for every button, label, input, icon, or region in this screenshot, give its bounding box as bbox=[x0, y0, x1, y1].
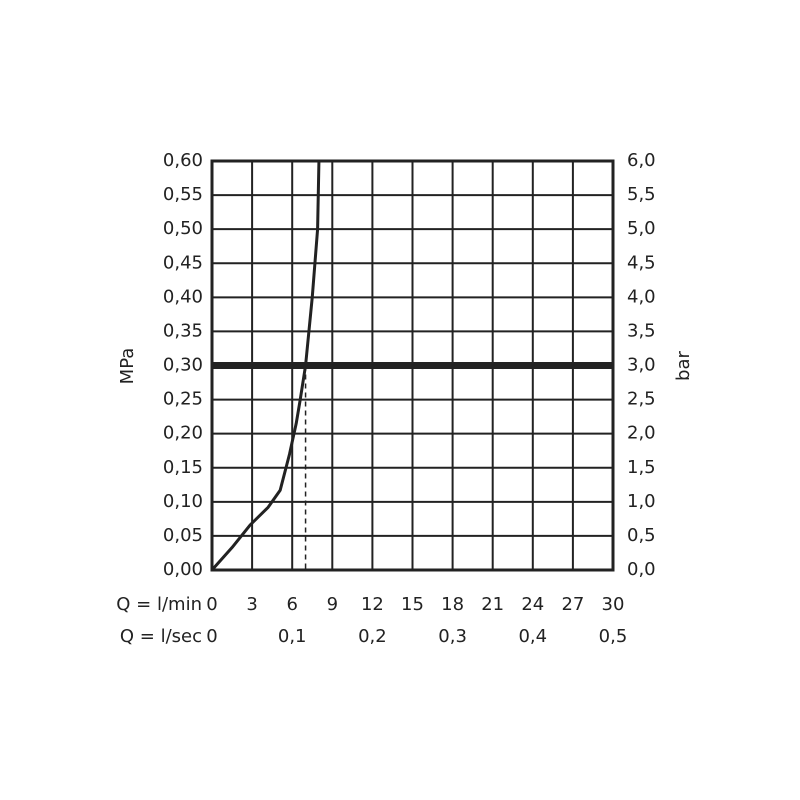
data-line bbox=[210, 160, 321, 571]
x-tick-label: 15 bbox=[401, 594, 424, 615]
y2-tick-label: 5,5 bbox=[627, 184, 656, 205]
y-tick-label: 0,60 bbox=[163, 150, 203, 171]
y2-tick-label: 1,0 bbox=[627, 491, 656, 512]
y-tick-label: 0,15 bbox=[163, 457, 203, 478]
y2-tick-label: 6,0 bbox=[627, 150, 656, 171]
x2-tick-label: 0 bbox=[206, 626, 217, 647]
x-axis-label: Q = l/min bbox=[116, 594, 202, 615]
x2-tick-label: 0,2 bbox=[358, 626, 387, 647]
x-tick-label: 3 bbox=[246, 594, 257, 615]
x-tick-label: 27 bbox=[561, 594, 584, 615]
y-tick-label: 0,30 bbox=[163, 355, 203, 376]
x-tick-label: 6 bbox=[286, 594, 297, 615]
x-tick-label: 12 bbox=[361, 594, 384, 615]
x-tick-label: 0 bbox=[206, 594, 217, 615]
x-tick-label: 21 bbox=[481, 594, 504, 615]
y-tick-label: 0,20 bbox=[163, 423, 203, 444]
y-tick-label: 0,45 bbox=[163, 252, 203, 273]
x-tick-label: 9 bbox=[327, 594, 338, 615]
x2-tick-label: 0,1 bbox=[278, 626, 307, 647]
x2-tick-label: 0,3 bbox=[438, 626, 467, 647]
x2-axis-label: Q = l/sec bbox=[120, 626, 202, 647]
y2-tick-label: 3,5 bbox=[627, 320, 656, 341]
y-tick-label: 0,00 bbox=[163, 559, 203, 580]
y2-tick-label: 4,5 bbox=[627, 252, 656, 273]
y-tick-label: 0,35 bbox=[163, 320, 203, 341]
x-tick-label: 30 bbox=[602, 594, 625, 615]
x2-tick-label: 0,4 bbox=[518, 626, 547, 647]
x-tick-label: 18 bbox=[441, 594, 464, 615]
x-tick-label: 24 bbox=[521, 594, 544, 615]
y-tick-label: 0,55 bbox=[163, 184, 203, 205]
y-tick-label: 0,40 bbox=[163, 286, 203, 307]
y2-tick-label: 2,5 bbox=[627, 389, 656, 410]
y2-tick-label: 4,0 bbox=[627, 286, 656, 307]
y2-tick-label: 1,5 bbox=[627, 457, 656, 478]
y2-tick-label: 0,5 bbox=[627, 525, 656, 546]
y2-tick-label: 2,0 bbox=[627, 423, 656, 444]
y2-tick-label: 3,0 bbox=[627, 355, 656, 376]
y-tick-label: 0,50 bbox=[163, 218, 203, 239]
x2-tick-label: 0,5 bbox=[599, 626, 628, 647]
y-tick-label: 0,10 bbox=[163, 491, 203, 512]
y2-axis-label: bar bbox=[673, 350, 694, 380]
y2-tick-label: 5,0 bbox=[627, 218, 656, 239]
y-tick-label: 0,25 bbox=[163, 389, 203, 410]
y-tick-label: 0,05 bbox=[163, 525, 203, 546]
y-axis-label: MPa bbox=[117, 348, 138, 385]
y2-tick-label: 0,0 bbox=[627, 559, 656, 580]
